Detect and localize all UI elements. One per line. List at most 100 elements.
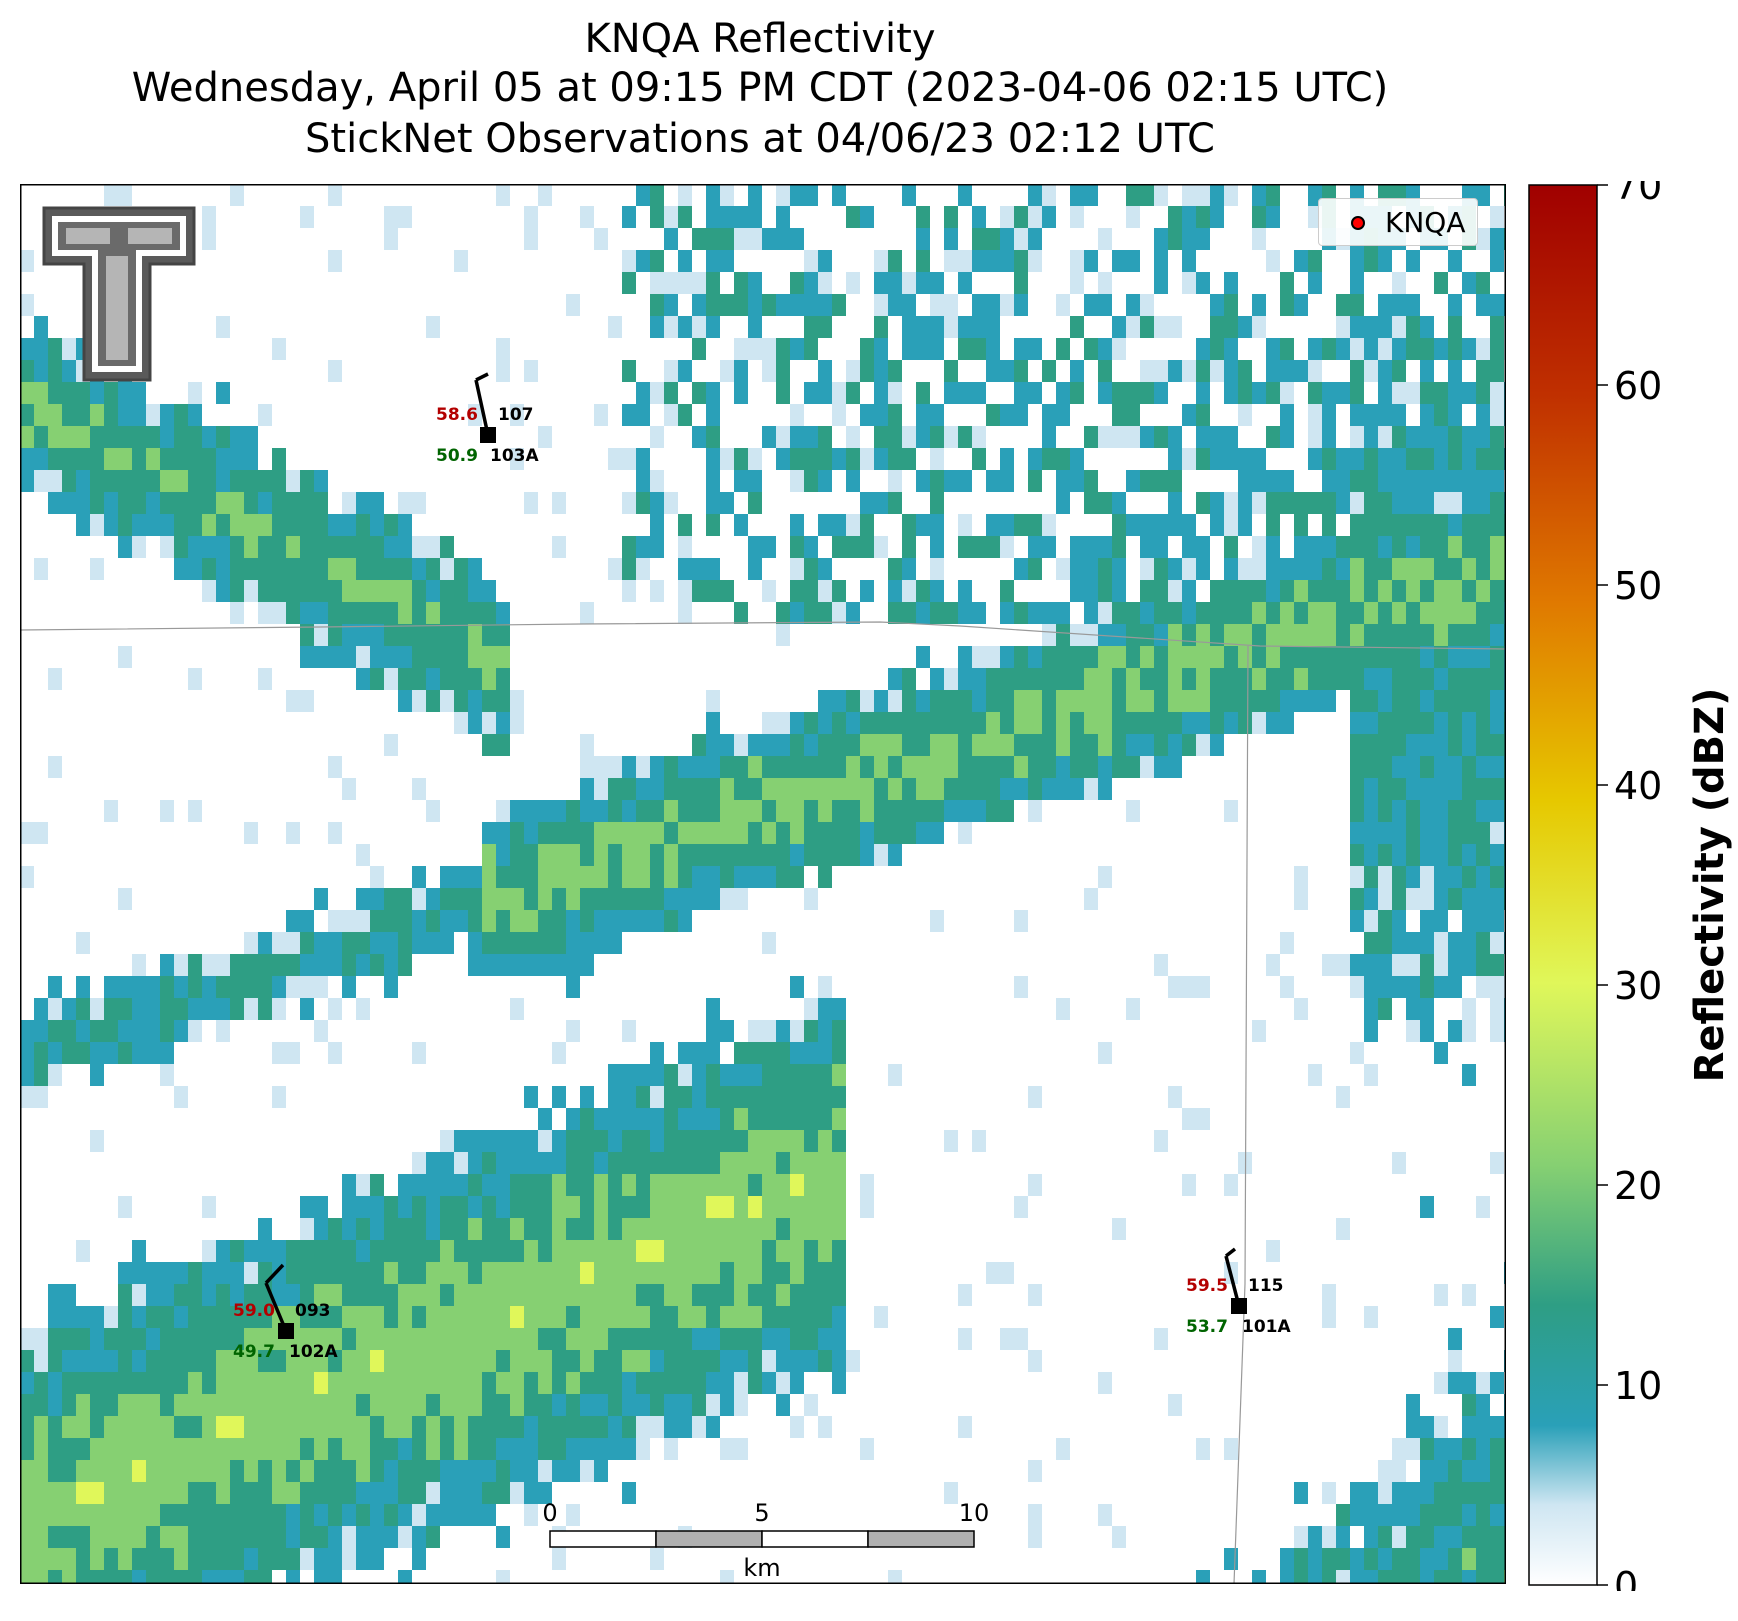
reflectivity-cell <box>496 910 510 932</box>
reflectivity-cell <box>860 690 874 712</box>
reflectivity-cell <box>118 1482 132 1504</box>
reflectivity-cell <box>244 580 258 602</box>
reflectivity-cell <box>1434 470 1448 492</box>
reflectivity-cell <box>272 1482 286 1504</box>
reflectivity-cell <box>622 1174 636 1196</box>
reflectivity-cell <box>1056 668 1070 690</box>
reflectivity-cell <box>622 448 636 470</box>
reflectivity-cell <box>790 1262 804 1284</box>
reflectivity-cell <box>1434 1416 1448 1438</box>
reflectivity-cell <box>160 1372 174 1394</box>
reflectivity-cell <box>146 1372 160 1394</box>
reflectivity-cell <box>1476 690 1490 712</box>
reflectivity-cell <box>1000 228 1014 250</box>
reflectivity-cell <box>1406 888 1420 910</box>
reflectivity-cell <box>608 756 622 778</box>
reflectivity-cell <box>90 1350 104 1372</box>
reflectivity-cell <box>1420 1548 1434 1570</box>
station-dir: 107 <box>498 405 534 425</box>
reflectivity-cell <box>1434 404 1448 426</box>
reflectivity-cell <box>790 866 804 888</box>
reflectivity-cell <box>580 1174 594 1196</box>
reflectivity-cell <box>986 250 1000 272</box>
reflectivity-cell <box>356 1240 370 1262</box>
reflectivity-cell <box>1448 316 1462 338</box>
reflectivity-cell <box>426 1438 440 1460</box>
reflectivity-cell <box>1350 272 1364 294</box>
reflectivity-cell <box>664 492 678 514</box>
reflectivity-cell <box>104 1526 118 1548</box>
reflectivity-cell <box>636 888 650 910</box>
colorbar-tick-label: 0 <box>1614 1564 1638 1591</box>
reflectivity-cell <box>104 800 118 822</box>
reflectivity-cell <box>384 734 398 756</box>
reflectivity-cell <box>482 1284 496 1306</box>
reflectivity-cell <box>1154 954 1168 976</box>
reflectivity-cell <box>566 1240 580 1262</box>
reflectivity-cell <box>1420 844 1434 866</box>
reflectivity-cell <box>734 1042 748 1064</box>
reflectivity-cell <box>1364 822 1378 844</box>
reflectivity-cell <box>706 1042 720 1064</box>
reflectivity-cell <box>622 1350 636 1372</box>
reflectivity-cell <box>1196 624 1210 646</box>
reflectivity-cell <box>146 1504 160 1526</box>
reflectivity-cell <box>132 1262 146 1284</box>
reflectivity-cell <box>426 1218 440 1240</box>
reflectivity-cell <box>762 1152 776 1174</box>
reflectivity-cell <box>412 1306 426 1328</box>
reflectivity-cell <box>762 734 776 756</box>
reflectivity-cell <box>1392 492 1406 514</box>
reflectivity-cell <box>1308 624 1322 646</box>
reflectivity-cell <box>118 1042 132 1064</box>
reflectivity-cell <box>804 536 818 558</box>
title-line-1: KNQA Reflectivity <box>584 16 936 62</box>
reflectivity-cell <box>580 1284 594 1306</box>
reflectivity-cell <box>1420 998 1434 1020</box>
reflectivity-cell <box>524 1174 538 1196</box>
reflectivity-cell <box>1140 514 1154 536</box>
reflectivity-cell <box>510 690 524 712</box>
reflectivity-cell <box>1392 800 1406 822</box>
reflectivity-cell <box>188 514 202 536</box>
reflectivity-cell <box>804 712 818 734</box>
reflectivity-cell <box>426 316 440 338</box>
reflectivity-cell <box>832 1174 846 1196</box>
reflectivity-cell <box>1098 338 1112 360</box>
reflectivity-cell <box>650 756 664 778</box>
reflectivity-cell <box>1378 426 1392 448</box>
title-line-3: StickNet Observations at 04/06/23 02:12 … <box>305 116 1215 162</box>
reflectivity-cell <box>958 382 972 404</box>
reflectivity-cell <box>1252 668 1266 690</box>
reflectivity-cell <box>48 492 62 514</box>
reflectivity-cell <box>692 1042 706 1064</box>
reflectivity-cell <box>300 1306 314 1328</box>
reflectivity-cell <box>468 646 482 668</box>
reflectivity-cell <box>678 1064 692 1086</box>
reflectivity-cell <box>384 1196 398 1218</box>
reflectivity-cell <box>1448 580 1462 602</box>
reflectivity-cell <box>454 1218 468 1240</box>
reflectivity-cell <box>1378 1548 1392 1570</box>
reflectivity-cell <box>706 1086 720 1108</box>
reflectivity-cell <box>888 778 902 800</box>
reflectivity-cell <box>202 426 216 448</box>
reflectivity-cell <box>1378 294 1392 316</box>
reflectivity-cell <box>552 1174 566 1196</box>
reflectivity-cell <box>650 294 664 316</box>
reflectivity-cell <box>454 1328 468 1350</box>
reflectivity-cell <box>860 800 874 822</box>
station-id: 101A <box>1242 1317 1291 1337</box>
reflectivity-cell <box>1462 1504 1476 1526</box>
reflectivity-cell <box>230 426 244 448</box>
reflectivity-cell <box>1210 668 1224 690</box>
reflectivity-cell <box>678 580 692 602</box>
reflectivity-cell <box>734 1262 748 1284</box>
reflectivity-cell <box>986 778 1000 800</box>
reflectivity-cell <box>650 1284 664 1306</box>
station-dew: 49.7 <box>233 1342 275 1362</box>
reflectivity-cell <box>958 536 972 558</box>
reflectivity-cell <box>1462 800 1476 822</box>
reflectivity-cell <box>62 1372 76 1394</box>
reflectivity-cell <box>1322 690 1336 712</box>
